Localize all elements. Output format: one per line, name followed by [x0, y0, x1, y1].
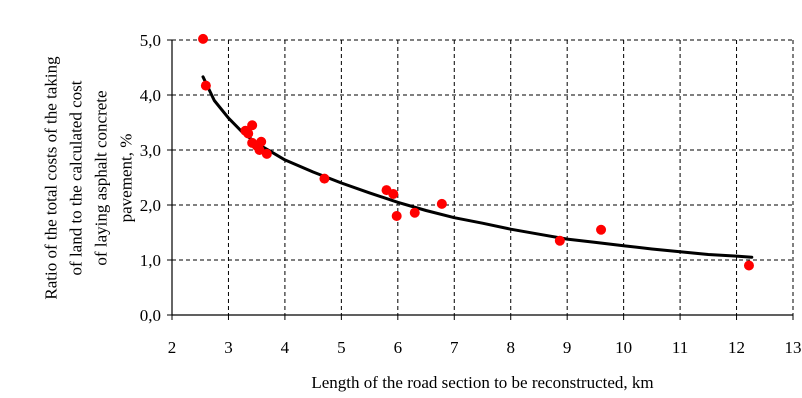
y-axis-title-text: Ratio of the total costs of the taking of… [42, 56, 136, 300]
data-point [200, 80, 211, 91]
x-tick-label: 10 [615, 338, 632, 357]
x-axis-title: Length of the road section to be reconst… [311, 373, 653, 392]
x-tick-label: 12 [728, 338, 745, 357]
data-point [198, 33, 209, 44]
y-tick-label: 3,0 [140, 141, 161, 160]
data-point [388, 189, 399, 199]
x-tick-label: 8 [506, 338, 515, 357]
x-tick-label: 9 [563, 338, 572, 357]
y-tick-label: 1,0 [140, 251, 161, 270]
y-axis-title: Ratio of the total costs of the taking of… [42, 56, 136, 300]
x-tick-label: 4 [281, 338, 290, 357]
y-tick-label: 2,0 [140, 196, 161, 215]
y-axis-title-line: Ratio of the total costs of the taking [42, 56, 61, 300]
points-layer [198, 33, 754, 271]
data-point [243, 128, 254, 139]
data-point [391, 211, 402, 221]
y-tick-label: 0,0 [140, 306, 161, 325]
data-point [254, 145, 265, 155]
x-tick-label: 6 [394, 338, 403, 357]
data-point [743, 260, 754, 271]
data-point [256, 136, 267, 147]
data-point [554, 235, 565, 246]
y-axis-title-line: of laying asphalt concrete [92, 90, 111, 265]
data-point [436, 198, 447, 209]
y-axis-title-line: of land to the calculated cost [67, 80, 86, 275]
x-tick-label: 11 [672, 338, 688, 357]
y-tick-label: 5,0 [140, 31, 161, 50]
x-tick-label: 13 [785, 338, 802, 357]
x-tick-label: 3 [224, 338, 233, 357]
y-tick-label: 4,0 [140, 86, 161, 105]
data-point [409, 207, 420, 218]
data-point [261, 148, 272, 159]
data-point [319, 173, 330, 184]
y-axis-title-line: pavement, % [117, 134, 136, 223]
tick-labels: 2 3 4 5 6 7 8 9 10 11 12 13 0,0 1,0 2,0 3,0 4,0 5,0 [140, 31, 802, 357]
x-tick-label: 7 [450, 338, 459, 357]
axes [167, 39, 794, 320]
data-point [596, 224, 607, 235]
x-tick-label: 2 [168, 338, 177, 357]
data-point [247, 120, 258, 131]
x-tick-label: 5 [337, 338, 346, 357]
grid [172, 39, 794, 315]
